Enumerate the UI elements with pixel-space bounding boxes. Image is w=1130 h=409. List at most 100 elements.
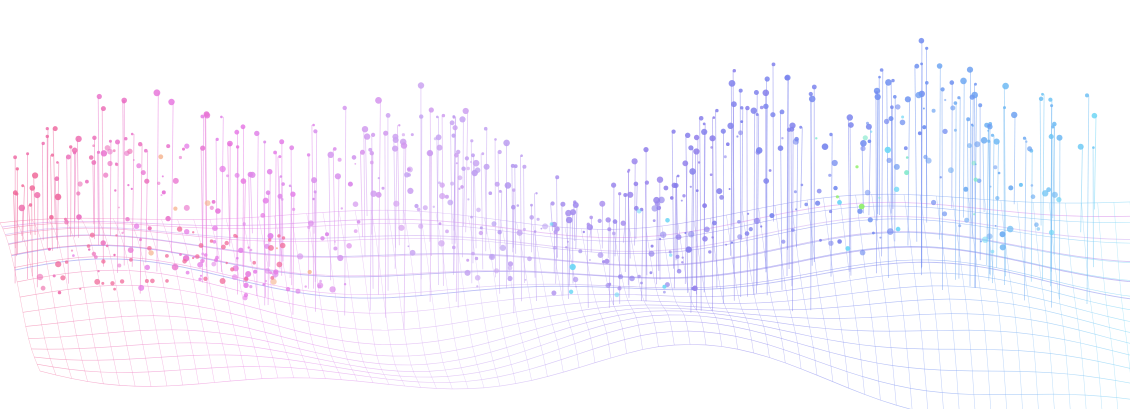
dot bbox=[702, 122, 706, 126]
stem bbox=[568, 219, 571, 286]
mesh-line bbox=[752, 280, 769, 284]
mesh-line bbox=[941, 234, 958, 237]
mesh-line bbox=[336, 366, 353, 371]
stem bbox=[753, 110, 756, 295]
dot bbox=[279, 242, 286, 249]
mesh-line bbox=[1081, 203, 1103, 409]
stem bbox=[766, 78, 768, 296]
mesh-line bbox=[397, 370, 414, 372]
mesh-line bbox=[717, 323, 734, 327]
mesh-line bbox=[667, 264, 685, 266]
mesh-line bbox=[319, 292, 336, 294]
dot bbox=[631, 158, 638, 165]
dot bbox=[931, 199, 937, 206]
mesh-line bbox=[661, 304, 679, 307]
stem bbox=[1039, 98, 1042, 226]
mesh-line bbox=[174, 263, 191, 267]
mesh-line bbox=[711, 310, 728, 313]
mesh-line bbox=[177, 276, 194, 280]
dot bbox=[398, 224, 405, 231]
mesh-line bbox=[845, 355, 862, 361]
dot bbox=[999, 244, 1006, 251]
stem bbox=[877, 96, 879, 215]
mesh-line bbox=[323, 324, 341, 328]
stem bbox=[608, 229, 611, 308]
mesh-line bbox=[78, 256, 95, 258]
mesh-line bbox=[890, 347, 907, 349]
dot bbox=[617, 286, 622, 291]
mesh-line bbox=[1024, 273, 1041, 278]
mesh-line bbox=[645, 225, 662, 228]
dot bbox=[249, 248, 253, 252]
mesh-line bbox=[767, 344, 784, 350]
dot bbox=[245, 271, 252, 277]
mesh-line bbox=[270, 284, 288, 289]
mesh-line bbox=[256, 356, 273, 358]
dot bbox=[224, 240, 229, 246]
mesh-line bbox=[634, 310, 651, 313]
mesh-line bbox=[862, 376, 879, 382]
mesh-line bbox=[376, 355, 393, 357]
dot bbox=[586, 222, 590, 226]
mesh-line bbox=[561, 294, 578, 296]
dot bbox=[215, 208, 221, 214]
mesh-line bbox=[1121, 294, 1130, 297]
dot bbox=[566, 240, 569, 243]
wireframe-mesh-back bbox=[0, 193, 1130, 300]
stem bbox=[673, 185, 677, 289]
mesh-line bbox=[1088, 288, 1106, 293]
dot bbox=[352, 201, 359, 207]
mesh-line bbox=[383, 374, 400, 377]
mesh-line bbox=[153, 239, 170, 242]
mesh-line bbox=[354, 374, 371, 378]
dot bbox=[436, 144, 443, 151]
dot bbox=[708, 250, 712, 254]
dot bbox=[1025, 140, 1028, 143]
mesh-line bbox=[49, 273, 66, 277]
mesh-line bbox=[333, 361, 350, 366]
dot bbox=[264, 268, 271, 274]
mesh-line bbox=[461, 364, 478, 369]
mesh-line bbox=[358, 342, 375, 345]
dot bbox=[640, 281, 643, 285]
mesh-line bbox=[60, 335, 77, 338]
mesh-line bbox=[818, 282, 835, 286]
mesh-line bbox=[380, 274, 397, 276]
mesh-line bbox=[456, 239, 473, 241]
mesh-line bbox=[832, 266, 849, 270]
dot bbox=[461, 166, 466, 171]
mesh-line bbox=[479, 368, 496, 373]
mesh-line bbox=[1049, 202, 1071, 409]
dot bbox=[85, 179, 89, 184]
dot bbox=[100, 240, 106, 246]
dot bbox=[243, 292, 249, 298]
dot bbox=[204, 200, 211, 207]
mesh-line bbox=[661, 225, 691, 345]
mesh-line bbox=[100, 371, 117, 373]
dot bbox=[144, 148, 148, 153]
dot bbox=[279, 139, 285, 145]
dot bbox=[771, 62, 776, 67]
mesh-line bbox=[312, 344, 329, 349]
mesh-line bbox=[508, 350, 525, 357]
mesh-line bbox=[780, 245, 797, 250]
dot bbox=[572, 276, 579, 283]
mesh-line bbox=[924, 368, 941, 371]
mesh-line bbox=[572, 329, 589, 335]
dot bbox=[114, 189, 117, 192]
stem bbox=[278, 196, 281, 270]
mesh-line bbox=[335, 293, 352, 295]
mesh-line bbox=[137, 237, 154, 240]
dot bbox=[494, 181, 500, 187]
mesh-line bbox=[1015, 317, 1032, 321]
mesh-line bbox=[148, 370, 165, 373]
dot bbox=[993, 165, 998, 170]
dot bbox=[712, 220, 717, 226]
dot bbox=[104, 145, 111, 151]
dot bbox=[31, 172, 39, 179]
mesh-line bbox=[563, 302, 581, 305]
mesh-line bbox=[837, 305, 854, 308]
dot bbox=[953, 128, 957, 132]
dot bbox=[829, 209, 833, 214]
dot bbox=[262, 197, 269, 204]
